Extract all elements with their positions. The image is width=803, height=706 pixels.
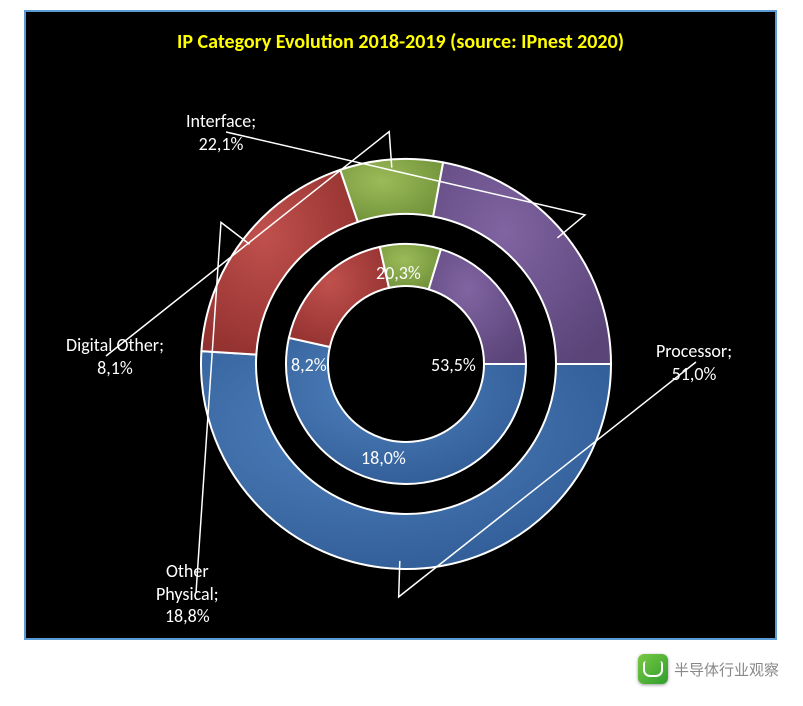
wechat-icon	[638, 654, 668, 684]
donut-slice	[429, 249, 526, 364]
category-label-processor: Processor;51,0%	[656, 340, 732, 385]
donut-slice	[289, 247, 389, 347]
inner-pct-label: 53,5%	[431, 354, 476, 376]
chart-frame: IP Category Evolution 2018-2019 (source:…	[24, 10, 777, 640]
inner-pct-label: 18,0%	[361, 447, 406, 469]
inner-pct-label: 20,3%	[376, 262, 421, 284]
category-label-digital-other: Digital Other;8,1%	[66, 334, 164, 379]
category-label-interface: Interface;22,1%	[186, 110, 256, 155]
watermark-text: 半导体行业观察	[674, 659, 779, 680]
donut-slice	[340, 159, 443, 222]
category-label-other-physical: OtherPhysical;18,8%	[156, 560, 219, 628]
chart-title: IP Category Evolution 2018-2019 (source:…	[26, 30, 775, 54]
leader-line	[399, 362, 696, 597]
watermark: 半导体行业观察	[638, 654, 779, 684]
donut-chart-area: Processor;51,0% OtherPhysical;18,8% Digita…	[26, 92, 779, 632]
inner-pct-label: 8,2%	[291, 354, 327, 376]
